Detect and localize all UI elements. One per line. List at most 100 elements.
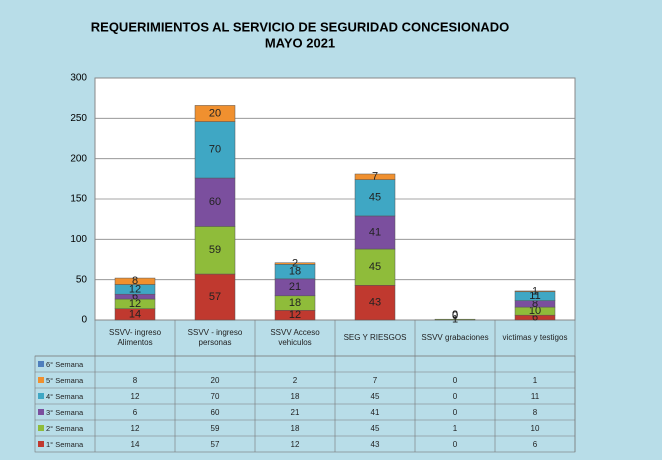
data-label: 43: [369, 297, 381, 309]
table-value: 0: [453, 440, 458, 449]
legend-label: 5° Semana: [46, 376, 84, 385]
table-value: 0: [453, 408, 458, 417]
x-tick-label: SEG Y RIESGOS: [343, 333, 407, 342]
bar-segment: [354, 179, 396, 217]
data-label: 20: [209, 107, 221, 119]
table-value: 0: [453, 376, 458, 385]
data-label: 12: [289, 309, 301, 321]
table-value: 60: [211, 408, 220, 417]
table-value: 6: [533, 440, 538, 449]
data-label: 10: [529, 305, 541, 317]
table-value: 45: [371, 392, 380, 401]
data-label: 2: [292, 257, 298, 269]
category-cell: SSVV- ingreso Alimentos: [108, 328, 162, 347]
legend-key: [38, 425, 44, 431]
table-value: 8: [533, 408, 538, 417]
table-value: 12: [291, 440, 300, 449]
data-label: 11: [529, 290, 540, 302]
table-value: 7: [373, 376, 378, 385]
table-value: 20: [211, 376, 220, 385]
category-cell: SSVV - ingreso personas: [188, 328, 243, 347]
y-tick-label: 50: [76, 274, 88, 285]
data-label: 0: [452, 309, 458, 321]
legend-label: 3° Semana: [46, 408, 84, 417]
table-value: 57: [211, 440, 220, 449]
table-value: 70: [211, 392, 220, 401]
y-tick-label: 200: [70, 153, 87, 164]
data-label: 1: [532, 285, 538, 297]
data-label: 60: [209, 196, 221, 208]
data-label: 14: [129, 308, 141, 320]
legend-key: [38, 361, 44, 367]
legend-label: 2° Semana: [46, 424, 84, 433]
data-label: 57: [209, 291, 221, 303]
table-value: 43: [371, 440, 380, 449]
bar-segment: [194, 121, 236, 179]
data-label: 0: [452, 309, 458, 321]
data-label: 8: [532, 298, 538, 310]
data-label: 21: [289, 281, 301, 293]
data-label: 0: [452, 309, 458, 321]
bar-segment: [194, 105, 236, 122]
table-value: 14: [131, 440, 140, 449]
data-label: 18: [289, 266, 301, 278]
data-label: 0: [452, 310, 458, 322]
data-label: 45: [369, 192, 381, 204]
data-label: 6: [532, 311, 538, 323]
legend-label: 4° Semana: [46, 392, 84, 401]
data-label: 59: [209, 244, 221, 256]
x-tick-label: SSVV Acceso vehiculos: [270, 328, 320, 347]
data-label: 70: [209, 144, 221, 156]
bar-segment: [354, 215, 396, 250]
y-tick-label: 150: [70, 194, 87, 205]
data-label: 18: [289, 297, 301, 309]
bar-segment: [114, 277, 156, 285]
bar-segment: [194, 273, 236, 321]
legend-key: [38, 377, 44, 383]
table-value: 21: [291, 408, 300, 417]
y-tick-label: 0: [81, 315, 87, 326]
table-value: 1: [453, 424, 458, 433]
data-label: 12: [129, 283, 141, 295]
table-value: 45: [371, 424, 380, 433]
bar-segment: [274, 262, 316, 265]
table-value: 59: [211, 424, 220, 433]
y-tick-label: 100: [70, 234, 87, 245]
x-tick-label: SSVV grabaciones: [421, 333, 489, 342]
bar-segment: [354, 173, 396, 180]
legend-label: 6° Semana: [46, 360, 84, 369]
legend-key: [38, 441, 44, 447]
x-tick-label: victimas y testigos: [502, 333, 568, 342]
y-tick-label: 250: [70, 113, 87, 124]
table-value: 18: [291, 424, 300, 433]
category-cell: SSVV grabaciones: [421, 333, 489, 342]
table-value: 41: [371, 408, 380, 417]
legend-key: [38, 393, 44, 399]
chart-subtitle: MAYO 2021: [265, 35, 335, 50]
table-value: 8: [133, 376, 138, 385]
table-value: 0: [453, 392, 458, 401]
bar-segment: [354, 285, 396, 321]
data-label: 12: [129, 298, 141, 310]
bar-segment: [514, 290, 556, 293]
table-value: 6: [133, 408, 138, 417]
x-tick-label: SSVV- ingreso Alimentos: [108, 328, 162, 347]
data-label: 45: [369, 261, 381, 273]
legend-label: 1° Semana: [46, 440, 84, 449]
table-value: 12: [131, 424, 140, 433]
data-label: 7: [372, 171, 378, 183]
data-label: 6: [132, 291, 138, 303]
table-value: 10: [531, 424, 540, 433]
table-value: 2: [293, 376, 298, 385]
table-value: 1: [533, 376, 538, 385]
legend-key: [38, 409, 44, 415]
category-cell: SSVV Acceso vehiculos: [270, 328, 320, 347]
bar-segment: [354, 248, 396, 286]
bar-segment: [434, 318, 476, 321]
table-value: 12: [131, 392, 140, 401]
table-value: 18: [291, 392, 300, 401]
chart-title: REQUERIMIENTOS AL SERVICIO DE SEGURIDAD …: [91, 19, 509, 34]
data-label: 8: [132, 275, 138, 287]
y-tick-label: 300: [70, 73, 87, 84]
